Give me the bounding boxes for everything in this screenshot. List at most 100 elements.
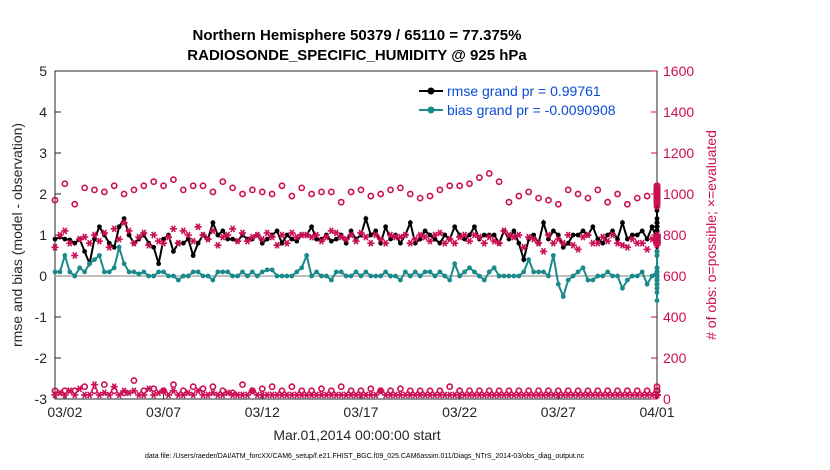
obs_possible_small-point	[100, 381, 108, 389]
bias-point	[249, 269, 255, 275]
y-right-tick-label: 1000	[663, 186, 694, 202]
obs_evaluated-point	[90, 231, 99, 239]
bias-point	[77, 265, 83, 271]
rmse-point	[264, 236, 270, 242]
bias-point	[240, 269, 245, 275]
obs_evaluated-point	[525, 233, 533, 241]
obs_possible_small-point	[318, 385, 325, 393]
obs_evaluated_small-point	[164, 391, 173, 399]
x-tick-label: 03/17	[343, 404, 378, 420]
bias-point	[526, 257, 532, 262]
rmse-point	[284, 232, 290, 238]
bias-point	[314, 269, 319, 275]
bias-point	[343, 273, 349, 279]
y-right-tick-label: 200	[663, 350, 687, 366]
bias-point	[319, 273, 324, 279]
obs_evaluated-point	[199, 231, 207, 239]
bias-point	[136, 271, 142, 277]
obs_evaluated-point	[135, 233, 143, 241]
obs_evaluated-point	[386, 231, 395, 239]
obs_possible_daytime-point	[61, 180, 69, 188]
obs_possible_daytime-point	[239, 190, 246, 198]
obs_possible_small-point	[258, 385, 266, 393]
obs_possible_daytime-point	[535, 194, 542, 202]
obs_evaluated-point	[61, 227, 69, 235]
obs_possible_daytime-point	[140, 182, 148, 190]
obs_evaluated-point	[608, 231, 617, 239]
rmse-point	[620, 220, 625, 226]
rmse-point	[550, 228, 556, 234]
bias-point	[52, 269, 58, 275]
bias-point	[294, 269, 300, 275]
obs_evaluated-point	[446, 235, 454, 243]
obs_evaluated_small-point	[189, 391, 197, 399]
obs_evaluated-point	[520, 243, 528, 251]
bias-point	[141, 269, 147, 275]
bias-point	[200, 273, 206, 279]
obs_evaluated-point	[81, 233, 89, 241]
obs_evaluated-point	[174, 239, 182, 247]
bias-point	[610, 273, 615, 279]
rmse-point	[116, 224, 122, 230]
obs_evaluated-point	[554, 235, 562, 243]
y-right-ticks: 0 200 400 600 800 1000 1200 1400 1600	[651, 63, 694, 407]
rmse-point	[151, 244, 157, 250]
obs_evaluated_small-point	[145, 385, 153, 393]
bias-point	[615, 273, 620, 279]
obs_evaluated_small-point	[130, 387, 138, 395]
obs_possible_daytime-point	[130, 186, 138, 194]
rmse-point	[467, 232, 472, 238]
obs_possible_daytime-point	[485, 170, 493, 177]
obs_evaluated_small-point	[90, 381, 99, 389]
bias-point	[180, 273, 186, 279]
obs_evaluated-point	[105, 243, 113, 251]
bias-point	[67, 269, 73, 275]
obs_possible_daytime-point	[179, 186, 187, 194]
obs_evaluated_small-point	[372, 391, 380, 399]
obs_evaluated-point	[401, 231, 409, 239]
obs_evaluated-point	[490, 237, 498, 245]
bias-point	[92, 257, 97, 262]
obs_evaluated-point	[539, 247, 548, 255]
bias-point	[274, 273, 280, 279]
obs_possible_small-point	[81, 383, 89, 391]
bias-point	[565, 277, 571, 283]
obs_evaluated-point	[51, 243, 59, 251]
obs_possible_daytime-point	[406, 190, 414, 198]
y-left-tick-label: -1	[35, 309, 48, 325]
obs_possible_small-point	[91, 387, 98, 395]
obs_evaluated-point	[638, 239, 646, 247]
x-tick-label: 03/27	[541, 404, 576, 420]
obs_evaluated-point	[505, 231, 513, 239]
obs_possible_daytime-point	[505, 198, 513, 206]
bias-point	[570, 273, 576, 279]
obs_possible_daytime-point	[318, 188, 325, 196]
obs_evaluated_small-point	[248, 387, 256, 395]
obs_evaluated-point	[653, 237, 661, 245]
obs_evaluated-point	[618, 241, 627, 249]
rmse-point	[62, 236, 68, 242]
bias-point	[101, 269, 107, 275]
obs_possible_daytime-point	[456, 182, 464, 190]
obs_evaluated-point	[71, 251, 79, 260]
obs_possible_daytime-point	[653, 188, 661, 196]
obs_evaluated-point	[120, 219, 128, 227]
rmse-point	[279, 240, 285, 246]
obs_evaluated-point	[421, 233, 429, 241]
obs_possible_daytime-point	[584, 194, 592, 202]
obs_evaluated-point	[263, 229, 271, 237]
rmse-point	[481, 232, 487, 238]
obs_evaluated-point	[293, 233, 301, 241]
obs_evaluated_small-point	[56, 389, 64, 397]
obs_evaluated-point	[357, 229, 365, 237]
bias-point	[205, 273, 211, 279]
obs_evaluated-point	[480, 239, 488, 247]
bias-point	[398, 277, 403, 283]
rmse-point	[649, 224, 655, 230]
bias-point	[437, 269, 443, 275]
bias-point	[634, 273, 640, 279]
obs_evaluated-point	[159, 239, 168, 247]
obs_evaluated-point	[574, 245, 582, 253]
obs_possible_daytime-point	[545, 196, 552, 204]
